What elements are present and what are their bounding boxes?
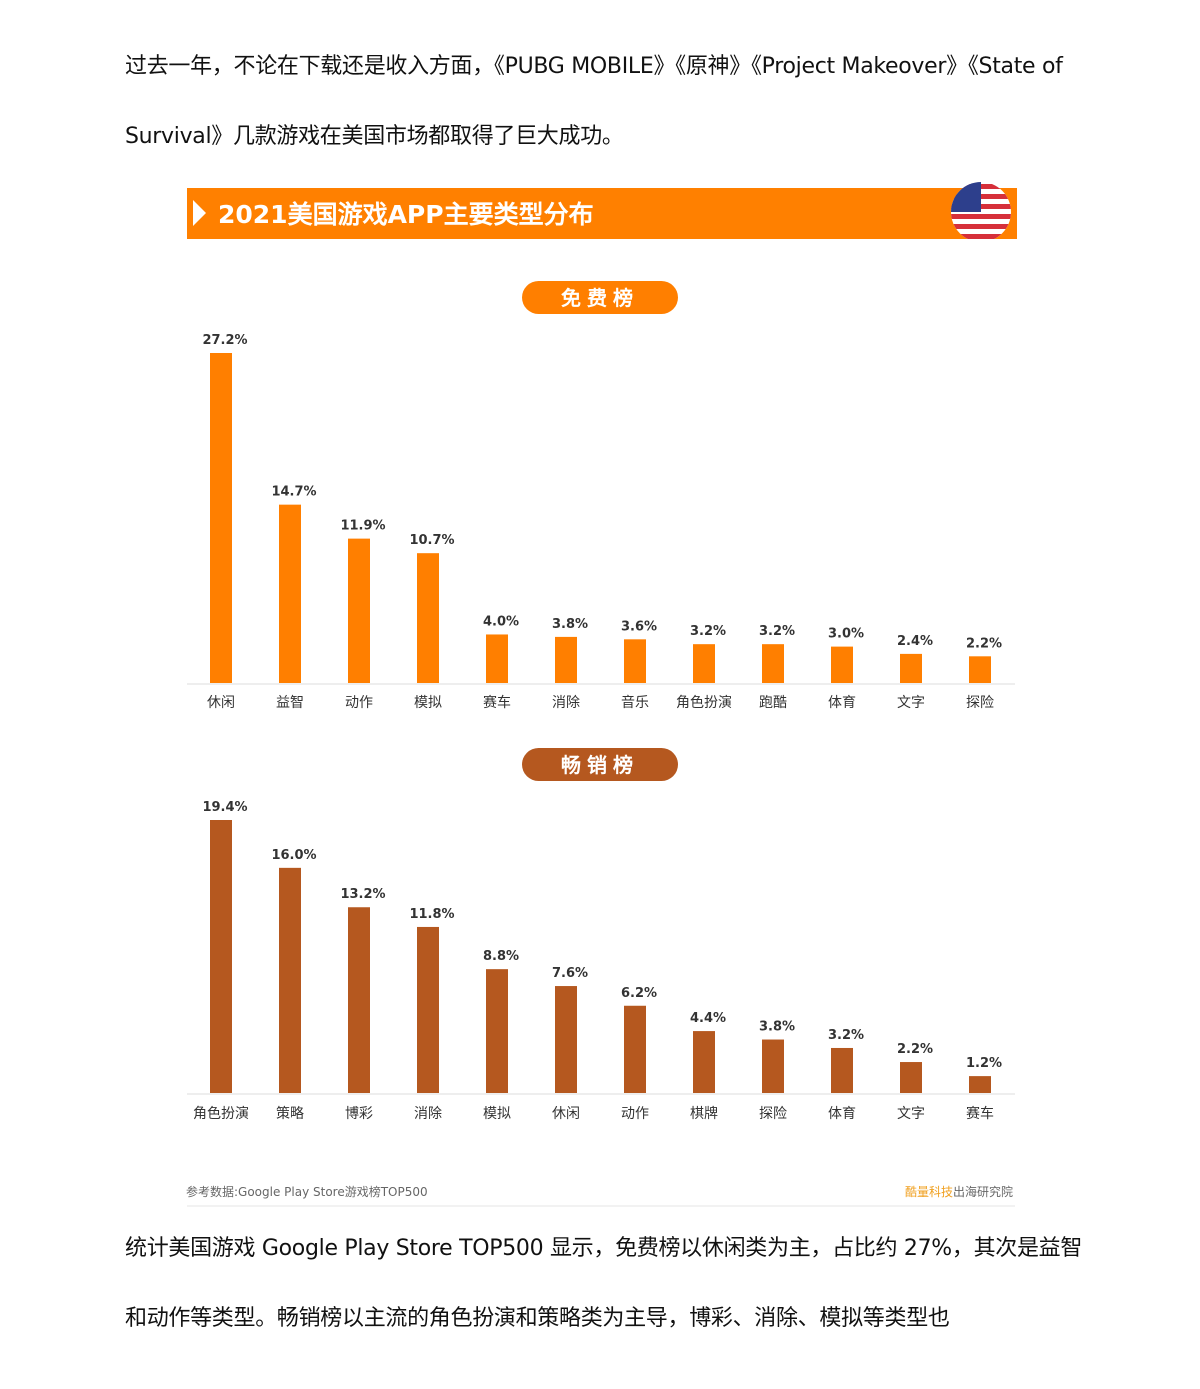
paid-category-label: 体育 [828, 1106, 856, 1122]
paid-data-label: 16.0% [271, 848, 316, 863]
free-data-label: 3.2% [690, 624, 726, 639]
paid-bar [900, 1062, 922, 1093]
free-category-label: 角色扮演 [676, 694, 732, 711]
paid-bar [210, 820, 232, 1093]
paid-category-label: 消除 [414, 1106, 442, 1122]
play-arrow-icon [193, 200, 206, 226]
paid-data-label: 8.8% [483, 949, 519, 964]
paid-bar [279, 867, 301, 1093]
paid-bar [693, 1031, 715, 1093]
paid-data-label: 3.2% [828, 1028, 864, 1043]
free-bar [900, 653, 922, 683]
free-category-label: 音乐 [621, 694, 649, 711]
free-category-label: 赛车 [483, 694, 511, 711]
paid-category-label: 探险 [759, 1106, 787, 1122]
free-data-label: 14.7% [271, 485, 316, 500]
paid-data-label: 13.2% [340, 887, 385, 902]
intro-paragraph: 过去一年，不论在下载还是收入方面，《PUBG MOBILE》《原神》《Proje… [125, 54, 1063, 149]
paid-category-label: 角色扮演 [193, 1105, 249, 1122]
us-flag-icon [951, 182, 1011, 242]
paid-bar [762, 1039, 784, 1093]
paid-category-label: 模拟 [483, 1106, 511, 1122]
paid-bar [969, 1076, 991, 1093]
paid-data-label: 1.2% [966, 1056, 1002, 1071]
free-bar [762, 644, 784, 683]
paid-bar [831, 1047, 853, 1093]
summary-paragraph: 统计美国游戏 Google Play Store TOP500 显示，免费榜以休… [125, 1236, 1083, 1331]
paid-chart-title: 畅销榜 [561, 753, 639, 777]
paid-data-label: 19.4% [202, 800, 247, 815]
paid-data-label: 6.2% [621, 986, 657, 1001]
free-bar [348, 538, 370, 683]
free-category-label: 文字 [897, 695, 925, 711]
free-bar [417, 553, 439, 683]
free-data-label: 4.0% [483, 614, 519, 629]
paid-bar [417, 926, 439, 1093]
paid-category-label: 赛车 [966, 1105, 994, 1122]
free-category-label: 模拟 [414, 695, 442, 711]
paid-bar [486, 969, 508, 1093]
free-bar [210, 353, 232, 683]
paid-category-label: 文字 [897, 1106, 925, 1122]
free-data-label: 10.7% [409, 533, 454, 548]
free-category-label: 消除 [552, 695, 580, 711]
brand-credit: 酷量科技出海研究院 [905, 1184, 1013, 1199]
free-data-label: 27.2% [202, 333, 247, 348]
free-data-label: 3.0% [828, 627, 864, 642]
free-bar [693, 644, 715, 683]
free-data-label: 3.2% [759, 624, 795, 639]
paid-category-label: 休闲 [552, 1106, 580, 1122]
free-data-label: 3.8% [552, 617, 588, 632]
paid-bar [348, 907, 370, 1093]
paid-data-label: 7.6% [552, 966, 588, 981]
paid-data-label: 11.8% [409, 907, 454, 922]
paid-data-label: 3.8% [759, 1020, 795, 1035]
paid-category-label: 动作 [621, 1106, 649, 1122]
paid-category-label: 策略 [276, 1105, 304, 1122]
paid-bar [624, 1005, 646, 1093]
free-bar [486, 634, 508, 683]
free-category-label: 益智 [276, 695, 304, 711]
free-chart-badge [522, 281, 678, 314]
title-banner [187, 188, 1017, 239]
free-bar [279, 504, 301, 683]
free-bar [831, 646, 853, 683]
free-category-label: 探险 [966, 695, 994, 711]
paid-data-label: 2.2% [897, 1042, 933, 1057]
paid-category-label: 博彩 [345, 1105, 373, 1122]
free-chart-title: 免费榜 [561, 286, 639, 310]
paid-chart-badge [522, 748, 678, 781]
infographic-title: 2021美国游戏APP主要类型分布 [218, 200, 594, 229]
free-category-label: 休闲 [207, 695, 235, 711]
free-data-label: 2.4% [897, 634, 933, 649]
paid-data-label: 4.4% [690, 1011, 726, 1026]
free-category-label: 体育 [828, 695, 856, 711]
free-data-label: 3.6% [621, 619, 657, 634]
free-data-label: 11.9% [340, 519, 385, 534]
paid-category-label: 棋牌 [690, 1105, 718, 1122]
free-bar [555, 636, 577, 683]
free-bar [624, 639, 646, 683]
paid-bar [555, 986, 577, 1093]
free-data-label: 2.2% [966, 636, 1002, 651]
source-note: 参考数据:Google Play Store游戏榜TOP500 [186, 1184, 428, 1199]
free-category-label: 动作 [345, 695, 373, 711]
free-bar [969, 656, 991, 683]
free-category-label: 跑酷 [759, 695, 787, 711]
